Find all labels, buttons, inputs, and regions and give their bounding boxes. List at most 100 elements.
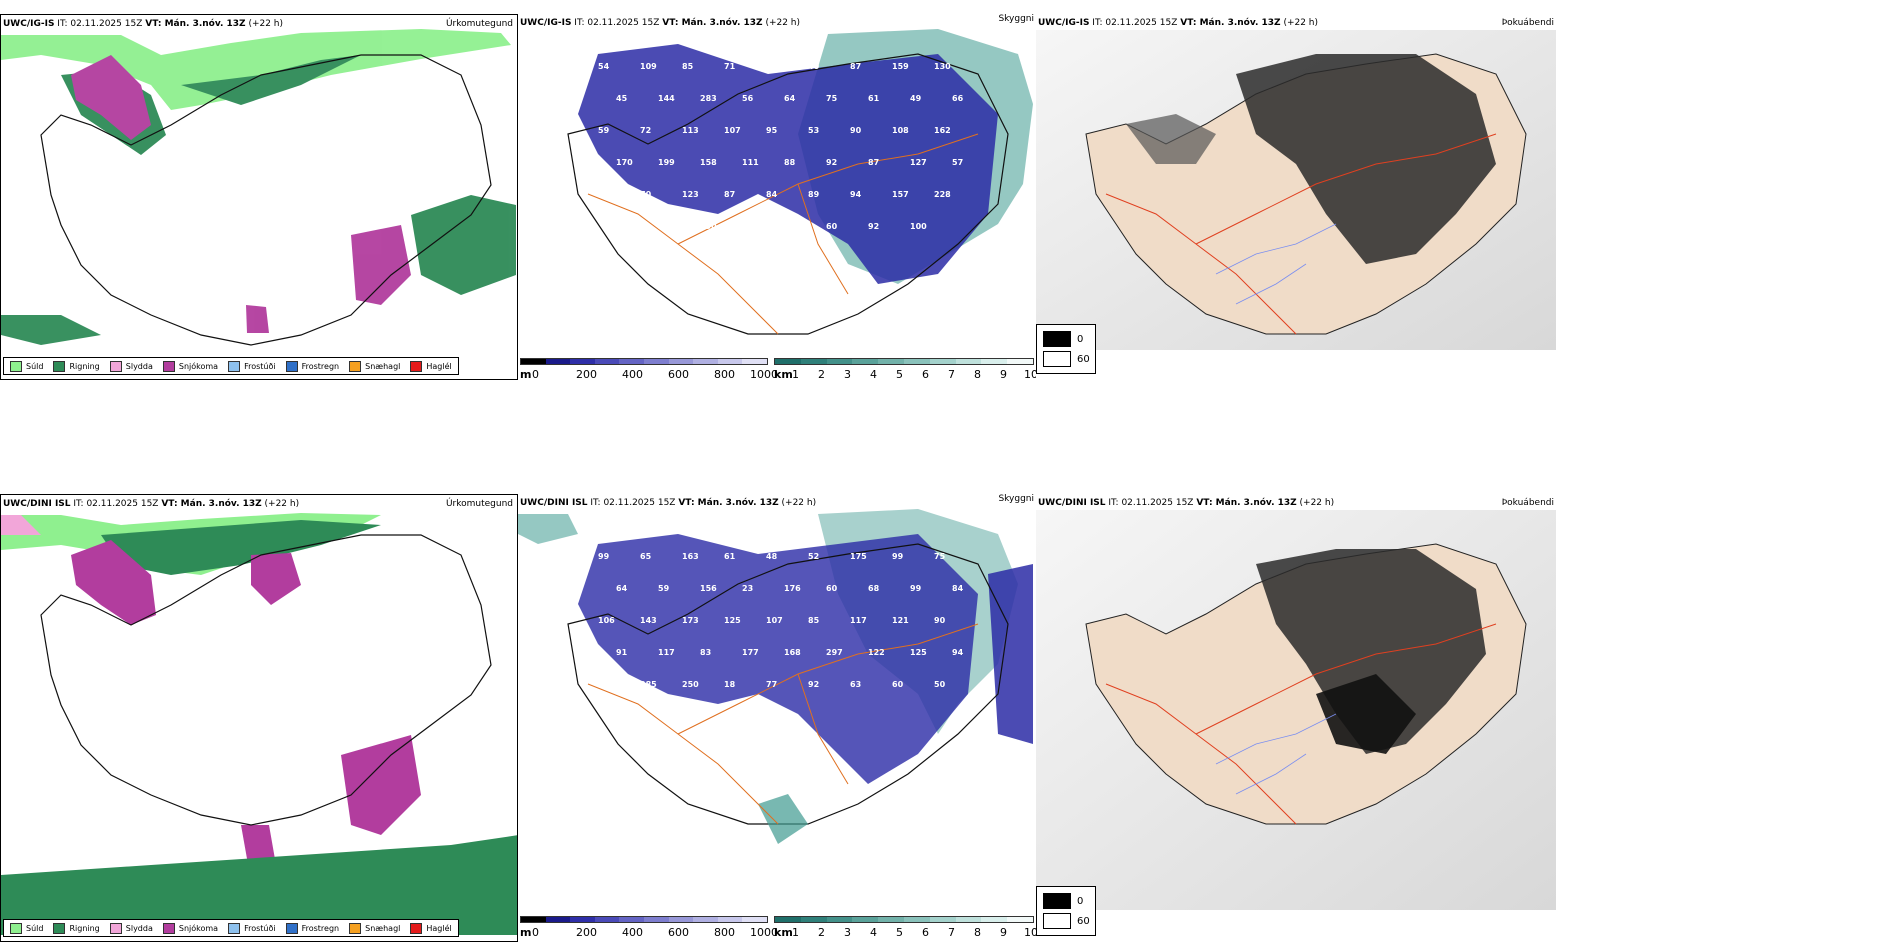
- init-time: IT: 02.11.2025 15Z: [1105, 498, 1197, 508]
- legend-item: Slydda: [109, 922, 153, 934]
- model-name: UWC/DINI ISL: [1038, 498, 1106, 508]
- precip-areas: [1, 29, 516, 345]
- visibility-colorbar-strip: [774, 916, 1034, 923]
- fog-legend-row: 0: [1043, 331, 1083, 347]
- legend-item: Snæhagl: [349, 360, 400, 372]
- ceiling-label: 107: [766, 616, 783, 625]
- ceiling-label: 87: [850, 62, 861, 71]
- lead-time: (+22 h): [261, 499, 300, 509]
- ceiling-label: 54: [598, 62, 610, 71]
- legend-item: Haglél: [410, 922, 452, 934]
- tick-label: 5: [896, 926, 903, 939]
- ceiling-label: 199: [658, 158, 675, 167]
- tick-label: 200: [576, 926, 597, 939]
- tick-label: 10: [1024, 926, 1036, 939]
- ceiling-label: 87: [724, 190, 735, 199]
- ceiling-label: 125: [724, 616, 741, 625]
- ceiling-label: 94: [850, 190, 862, 199]
- tick-label: 800: [714, 368, 735, 380]
- ceiling-label: 121: [892, 616, 909, 625]
- panel-title: Úrkomutegund: [445, 19, 513, 29]
- ceiling-label: 228: [934, 190, 951, 199]
- model-name: UWC/IG-IS: [1038, 18, 1090, 28]
- ceiling-label: 84: [766, 190, 778, 199]
- fog-legend: 0 60: [1036, 886, 1096, 936]
- ceiling-label: 75: [934, 552, 946, 561]
- model-name: UWC/DINI ISL: [3, 499, 71, 509]
- precip-type-map: [1, 513, 517, 935]
- legend-item: Súld: [10, 922, 43, 934]
- legend-swatch: [349, 360, 362, 372]
- ceiling-label: 158: [700, 158, 717, 167]
- legend-item: Snjókoma: [162, 360, 218, 372]
- legend-swatch: [162, 360, 175, 372]
- panel-header: UWC/IG-IS IT: 02.11.2025 15Z VT: Mán. 3.…: [520, 18, 800, 28]
- ceiling-label: 105: [598, 680, 615, 689]
- ceiling-labels: 99 65 163 61 48 52 175 99 75 64 59 156 23 176 60 68 99 84…: [598, 552, 964, 689]
- legend-swatch: [162, 922, 175, 934]
- ceiling-label: 60: [892, 680, 904, 689]
- fog-map: [1036, 510, 1556, 910]
- legend-swatch: [109, 360, 122, 372]
- fog-legend-row: 0: [1043, 893, 1083, 909]
- ceiling-label: 64: [616, 584, 628, 593]
- ceiling-label: 111: [742, 158, 759, 167]
- ceiling-label: 108: [892, 126, 909, 135]
- ceiling-label: 127: [910, 158, 927, 167]
- ceiling-label: 106: [598, 616, 615, 625]
- ceiling-label: 117: [850, 616, 867, 625]
- ceiling-label: 283: [700, 94, 717, 103]
- ceiling-label: 163: [682, 552, 699, 561]
- legend-item: Rigning: [53, 922, 100, 934]
- tick-label: 6: [922, 368, 929, 380]
- visibility-unit: km: [774, 926, 793, 939]
- ceiling-label: 250: [682, 680, 699, 689]
- ceiling-label: 59: [598, 126, 610, 135]
- legend-swatch: [228, 922, 241, 934]
- ceiling-label: 168: [784, 648, 801, 657]
- ceiling-label: 107: [724, 126, 741, 135]
- ceiling-label: 159: [892, 62, 909, 71]
- init-time: IT: 02.11.2025 15Z: [70, 499, 162, 509]
- panel-title: Þokuábendi: [1501, 498, 1554, 508]
- fog-swatch: [1043, 351, 1071, 367]
- valid-time: VT: Mán. 3.nóv. 13Z: [145, 19, 246, 29]
- ceiling-label: 162: [934, 126, 951, 135]
- fog-legend-row: 60: [1043, 351, 1090, 367]
- precip-type-legend: Súld Rigning Slydda Snjókoma Frostúði Fr…: [3, 357, 459, 375]
- ceiling-labels: 54 109 85 71 72 40 87 159 130 45 144 283 56 64 75 61 49 6…: [598, 62, 964, 231]
- tick-label: 9: [1000, 926, 1007, 939]
- ceiling-label: 232: [658, 222, 675, 231]
- ceiling-visibility-map: 54 109 85 71 72 40 87 159 130 45 144 283 56 64 75 61 49 6…: [567, 29, 1033, 335]
- ceiling-label: 113: [682, 126, 699, 135]
- valid-time: VT: Mán. 3.nóv. 13Z: [161, 499, 262, 509]
- ceiling-label: 83: [700, 648, 711, 657]
- ceiling-label: 95: [766, 126, 778, 135]
- tick-label: 1: [792, 368, 799, 380]
- panel-title: Úrkomutegund: [445, 499, 513, 509]
- ceiling-label: 122: [868, 648, 885, 657]
- road-network: [587, 133, 979, 335]
- ceiling-colorbar-strip: [520, 358, 768, 365]
- tick-label: 0: [532, 368, 539, 380]
- lead-time: (+22 h): [1296, 498, 1335, 508]
- legend-item: Frostúði: [228, 922, 276, 934]
- ceiling-label: 177: [742, 648, 759, 657]
- precip-type-legend: Súld Rigning Slydda Snjókoma Frostúði Fr…: [3, 919, 459, 937]
- ceiling-label: 63: [850, 680, 861, 689]
- ceiling-label: 156: [700, 584, 717, 593]
- lead-time: (+22 h): [762, 18, 801, 28]
- panel-header: UWC/DINI ISL IT: 02.11.2025 15Z VT: Mán.…: [1038, 498, 1334, 508]
- tick-label: 8: [974, 926, 981, 939]
- ceiling-label: 53: [808, 126, 819, 135]
- legend-swatch: [53, 922, 66, 934]
- ceiling-label: 71: [724, 62, 736, 71]
- legend-item: Haglél: [410, 360, 452, 372]
- ceiling-label: 85: [808, 616, 820, 625]
- legend-swatch: [10, 922, 22, 934]
- fog-swatch: [1043, 893, 1071, 909]
- ceiling-label: 297: [826, 648, 843, 657]
- ceiling-label: 87: [742, 222, 753, 231]
- panel-title: Skyggni: [998, 494, 1034, 504]
- ceiling-visibility-panel-bottom: UWC/DINI ISL IT: 02.11.2025 15Z VT: Mán.…: [518, 494, 1036, 942]
